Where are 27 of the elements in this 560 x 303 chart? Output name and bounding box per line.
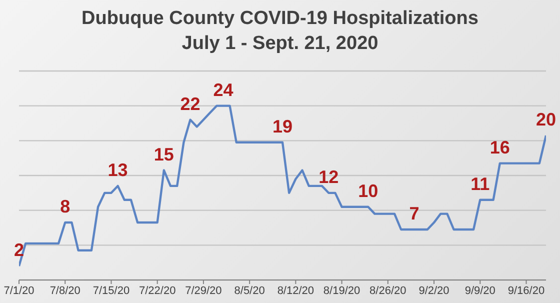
x-tick-label: 8/12/20	[277, 284, 314, 297]
text: 2	[14, 240, 24, 260]
chart-title: Dubuque County COVID-19 Hospitalizations	[80, 7, 480, 31]
x-tick-label: 7/15/20	[92, 284, 130, 297]
text: 16	[490, 137, 510, 158]
text: 12	[318, 166, 339, 187]
x-tick-label: 9/2/20	[418, 284, 450, 297]
text: 22	[180, 94, 200, 114]
x-tick-label: 7/22/20	[138, 284, 176, 297]
text: 10	[358, 180, 378, 201]
text: 19	[272, 116, 293, 136]
x-tick-label: 8/19/20	[323, 284, 360, 297]
text: 24	[213, 80, 234, 100]
x-tick-label: 7/1/20	[4, 284, 34, 297]
text: 7	[409, 203, 420, 224]
x-tick-label: 9/9/20	[464, 284, 496, 297]
x-tick-label: 7/8/20	[50, 284, 80, 297]
text: 11	[470, 174, 490, 194]
text: 8	[60, 196, 70, 217]
text: 15	[154, 144, 174, 164]
chart-subtitle: July 1 - Sept. 21, 2020	[180, 32, 380, 56]
x-tick-label: 7/29/20	[185, 284, 222, 297]
text: 20	[536, 109, 556, 130]
text: 13	[108, 160, 128, 180]
x-tick-label: 8/26/20	[370, 284, 406, 297]
x-tick-label: 8/5/20	[234, 284, 265, 297]
x-tick-label: 9/16/20	[508, 284, 545, 297]
